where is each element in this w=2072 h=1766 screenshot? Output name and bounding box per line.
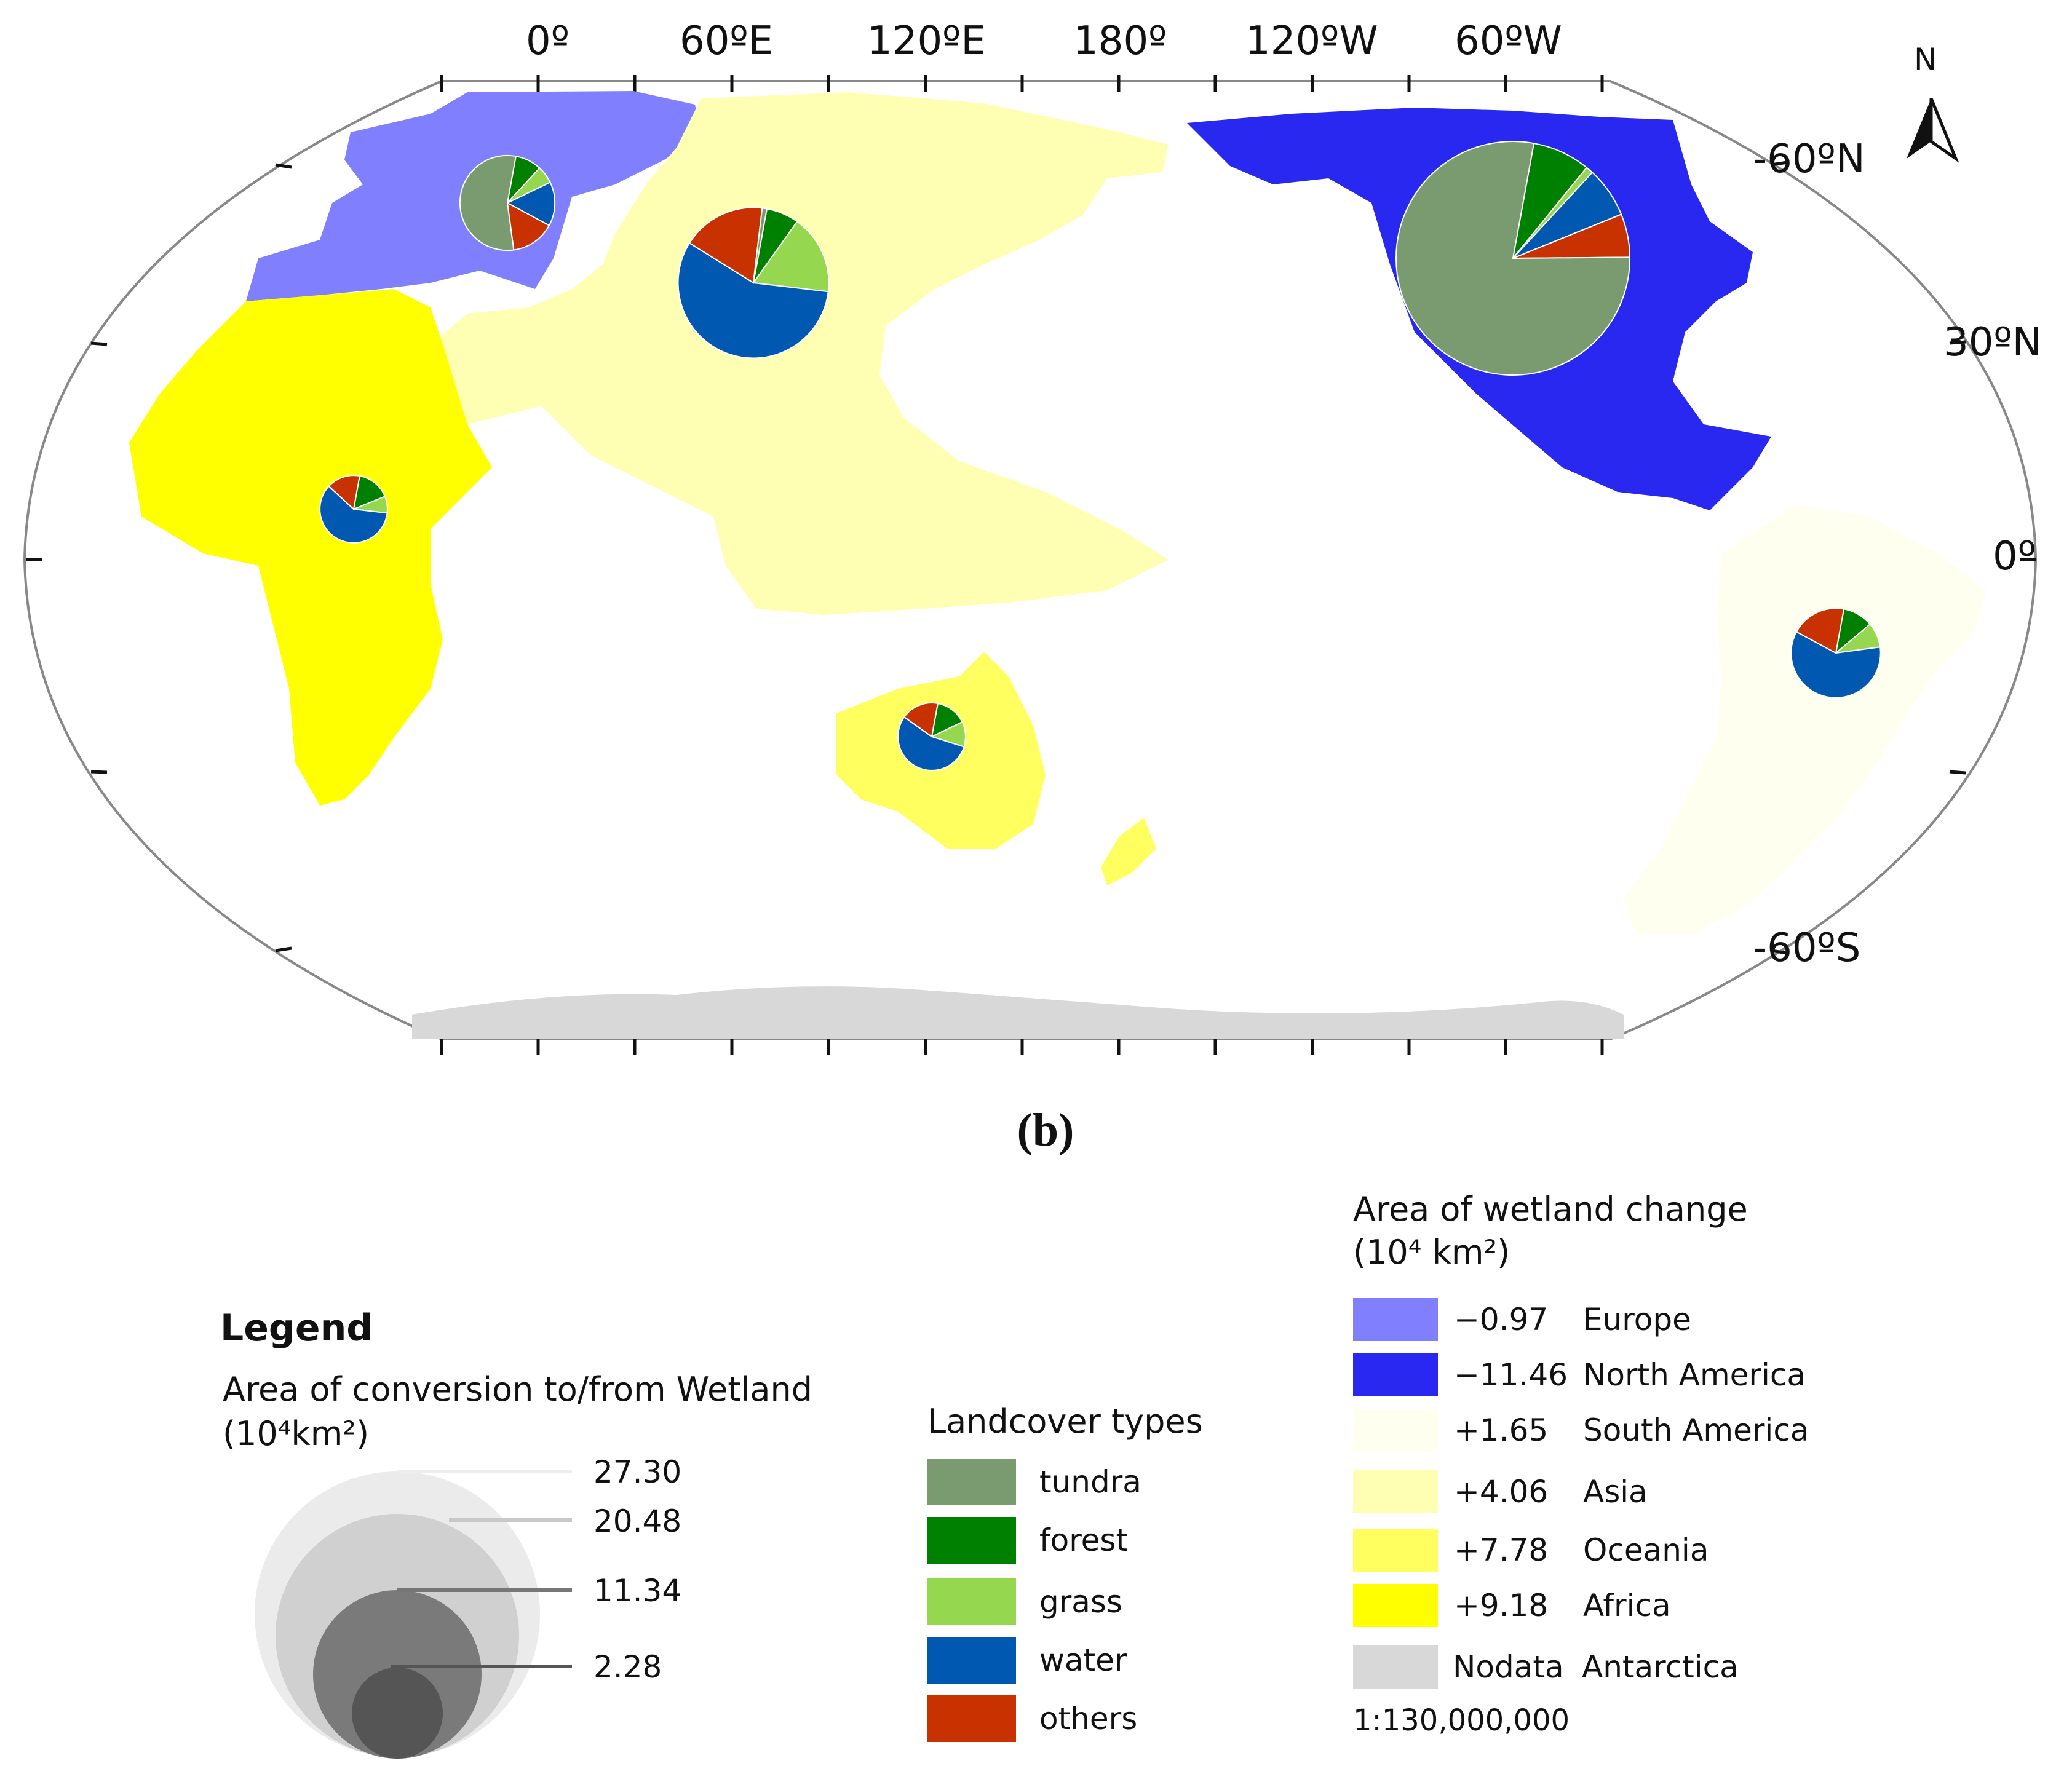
size-label-2: 2.28 [593,1649,662,1685]
pie-slice-water [1790,631,1881,699]
wetland-change-swatch [1353,1529,1438,1572]
lon-label-60w: 60ºW [1455,18,1562,64]
pie-slice-others [1795,608,1845,654]
wetland-change-region: Asia [1583,1474,1648,1510]
lon-label-120e: 120ºE [867,18,986,64]
wetland-change-title: Area of wetland change [1353,1190,1748,1229]
wetland-change-region: Africa [1583,1588,1671,1623]
wetland-change-unit: (10⁴ km²) [1353,1233,1510,1272]
antarctica [412,986,1624,1039]
landcover-swatch [927,1517,1016,1564]
bottom-ticks [440,1039,1604,1055]
wetland-change-value: −0.97 [1454,1302,1549,1337]
wetland-change-region: South America [1583,1412,1809,1448]
wetland-change-value: −11.46 [1454,1357,1568,1393]
conversion-title: Area of conversion to/from Wetland [223,1370,813,1409]
pie-slice-tundra [1395,140,1630,376]
lat-label-60s: -60ºS [1753,925,1861,971]
pie-slice-others [903,702,939,738]
landcover-swatch [927,1459,1016,1505]
side-ticks [26,160,2036,955]
wetland-change-item: +9.18 Africa [1353,1583,1671,1628]
pie-slice-others [506,202,550,251]
landcover-item-grass: grass [927,1577,1122,1626]
size-label-11: 11.34 [593,1573,682,1609]
scale-label: 1:130,000,000 [1353,1703,1570,1738]
landcover-title: Landcover types [927,1402,1203,1441]
wetland-change-region: North America [1583,1357,1806,1393]
pie-slice-water [506,181,556,226]
north-arrow-icon [1907,98,1959,163]
asia [431,92,1169,615]
pie-slice-others [688,207,763,284]
wetland-change-value: +4.06 [1454,1474,1549,1510]
landcover-name: grass [1039,1584,1123,1620]
landcover-name: water [1039,1642,1127,1678]
lon-label-60e: 60ºE [680,18,774,64]
wetland-change-swatch [1353,1353,1438,1396]
pie-slice-water [677,242,829,359]
south-america [1624,504,1987,935]
pie-slice-water [897,716,965,771]
wetland-change-value: +1.65 [1454,1412,1549,1448]
landcover-item-water: water [927,1636,1127,1685]
size-label-27: 27.30 [593,1454,682,1490]
wetland-change-region: Oceania [1583,1532,1709,1568]
lon-label-180: 180º [1073,18,1167,64]
pie-charts [319,140,1881,771]
landcover-swatch [927,1578,1016,1625]
landcover-swatch [927,1695,1016,1742]
pie-slice-tundra [753,207,768,283]
lon-label-120w: 120ºW [1245,18,1378,64]
africa [129,289,492,806]
north-label: N [1914,42,1937,77]
lat-label-30n: 30ºN [1943,320,2042,365]
lat-label-60n: -60ºN [1753,137,1865,182]
legend-title: Legend [220,1307,373,1350]
pie-slice-others [328,475,360,510]
wetland-change-item: −11.46 North America [1353,1353,1806,1397]
wetland-change-item: +7.78 Oceania [1353,1528,1709,1572]
landcover-item-others: others [927,1694,1137,1743]
pie-slice-water [319,485,388,544]
pie-slice-forest [352,475,386,510]
wetland-change-region: Europe [1583,1302,1691,1337]
size-label-20: 20.48 [593,1503,682,1539]
wetland-change-value: Nodata [1453,1649,1564,1685]
landcover-item-forest: forest [927,1516,1128,1565]
landcover-name: tundra [1039,1464,1141,1500]
wetland-change-swatch [1353,1470,1438,1513]
wetland-change-swatch [1353,1645,1438,1689]
panel-label: (b) [1017,1104,1074,1156]
top-ticks [440,75,1604,92]
wetland-change-item: +4.06 Asia [1353,1470,1648,1514]
new-zealand [1101,818,1156,885]
size-circle-2 [352,1668,443,1759]
wetland-change-region: Antarctica [1582,1649,1739,1685]
landcover-name: forest [1039,1522,1129,1558]
lat-label-0: 0º [1993,534,2036,579]
wetland-change-item: +1.65 South America [1353,1408,1809,1452]
wetland-change-swatch [1353,1298,1438,1341]
size-legend [255,1470,572,1759]
wetland-change-value: +7.78 [1454,1532,1549,1568]
wetland-change-swatch [1353,1584,1438,1627]
pie-slice-tundra [459,154,517,251]
landcover-swatch [927,1637,1016,1684]
wetland-change-swatch [1353,1409,1438,1452]
landcover-name: others [1039,1701,1138,1736]
wetland-change-item: Nodata Antarctica [1353,1645,1739,1689]
conversion-unit: (10⁴km²) [223,1414,370,1453]
lon-label-0: 0º [526,18,570,64]
pie-slice-grass [752,220,830,293]
wetland-change-value: +9.18 [1454,1588,1549,1623]
wetland-change-item: −0.97 Europe [1353,1297,1691,1342]
pie-slice-forest [1512,142,1588,259]
landcover-item-tundra: tundra [927,1457,1141,1507]
